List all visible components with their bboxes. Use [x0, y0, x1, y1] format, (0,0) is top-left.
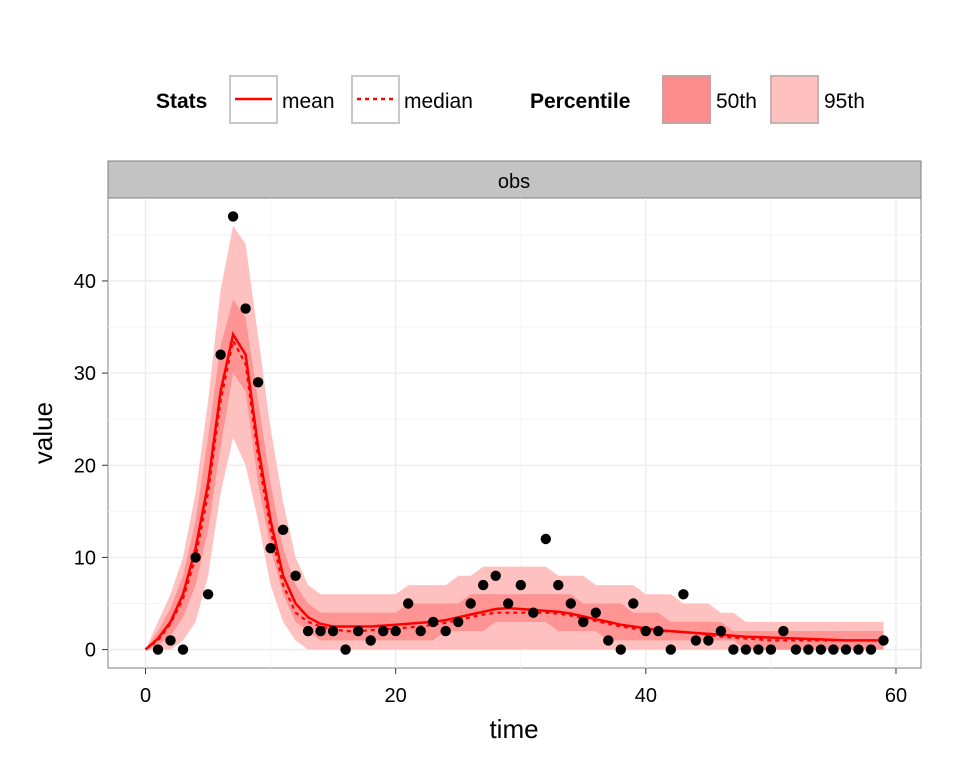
observed-point [152, 644, 164, 655]
legend-key-50th [662, 75, 711, 124]
observed-point [315, 625, 326, 637]
stats-lines [144, 331, 884, 651]
observed-point [478, 579, 489, 591]
y-tick-label: 20 [74, 455, 96, 477]
observed-point [590, 607, 601, 618]
observed-point [765, 644, 777, 655]
observed-point [540, 533, 551, 545]
observed-point [177, 644, 189, 655]
observed-point [390, 625, 401, 637]
y-axis-label: value [28, 402, 58, 464]
x-tick-label: 20 [385, 685, 407, 707]
y-tick-label: 40 [74, 271, 96, 293]
facet-strip [107, 160, 922, 199]
observed-point [415, 625, 426, 637]
observed-point [365, 635, 376, 646]
legend-median-label: median [404, 90, 473, 113]
legend: Stats mean median Percentile 50th 95th [156, 75, 865, 124]
legend-95th-label: 95th [824, 90, 865, 113]
grid [108, 198, 921, 668]
observed-point [528, 607, 539, 618]
observed-point [578, 616, 589, 628]
y-tick-label: 10 [74, 547, 96, 569]
observed-point [465, 598, 476, 609]
observed-point [603, 635, 614, 646]
observed-point [815, 644, 827, 655]
observed-point [353, 625, 364, 637]
observed-point [190, 552, 201, 563]
observed-point [327, 625, 339, 637]
observed-point [665, 644, 676, 655]
observed-point [715, 625, 727, 637]
facet-strip-label: obs [498, 171, 530, 193]
observed-point [202, 589, 214, 600]
observed-point [853, 644, 864, 655]
observed-point [840, 644, 852, 655]
x-axis-label: time [489, 714, 538, 744]
observed-point [252, 377, 264, 388]
legend-50th-label: 50th [716, 90, 757, 113]
observed-point [340, 644, 351, 655]
observed-point [865, 644, 877, 655]
observed-point [640, 625, 651, 637]
observed-point [703, 635, 714, 646]
observed-point [690, 635, 702, 646]
x-tick-label: 40 [635, 685, 657, 707]
legend-key-95th [770, 75, 819, 124]
observed-point [490, 570, 501, 581]
x-tick-label: 60 [885, 685, 907, 707]
observed-point [290, 570, 301, 581]
observed-point [740, 644, 752, 655]
x-tick-label: 0 [140, 685, 151, 707]
observed-point [728, 644, 739, 655]
observed-point [553, 579, 564, 591]
observed-points [152, 211, 889, 655]
observed-point [678, 589, 689, 600]
x-axis: 0 20 40 60 [140, 668, 907, 707]
y-tick-label: 30 [74, 363, 96, 385]
observed-point [615, 644, 626, 655]
observed-point [227, 211, 239, 222]
observed-point [265, 543, 276, 554]
observed-point [828, 644, 839, 655]
observed-point [440, 625, 451, 637]
observed-point [428, 616, 439, 628]
observed-point [240, 303, 251, 314]
observed-point [565, 598, 576, 609]
observed-point [628, 598, 639, 609]
legend-mean-label: mean [282, 90, 335, 113]
observed-point [403, 598, 414, 609]
series-median-line [144, 337, 884, 651]
observed-point [878, 635, 889, 646]
observed-point [778, 625, 789, 637]
observed-point [515, 579, 526, 591]
observed-point [378, 625, 389, 637]
legend-stats-title: Stats [156, 90, 207, 113]
observed-point [503, 598, 514, 609]
series-mean-line [144, 331, 884, 651]
observed-point [302, 625, 314, 637]
observed-point [753, 644, 764, 655]
observed-point [277, 524, 289, 535]
observed-point [803, 644, 814, 655]
y-tick-label: 0 [85, 640, 96, 662]
observed-point [215, 349, 226, 360]
observed-point [165, 635, 176, 646]
legend-percentile-title: Percentile [530, 90, 630, 113]
observed-point [653, 625, 664, 637]
y-axis: 0 10 20 30 40 [74, 271, 108, 662]
observed-point [790, 644, 802, 655]
observed-point [453, 616, 464, 628]
